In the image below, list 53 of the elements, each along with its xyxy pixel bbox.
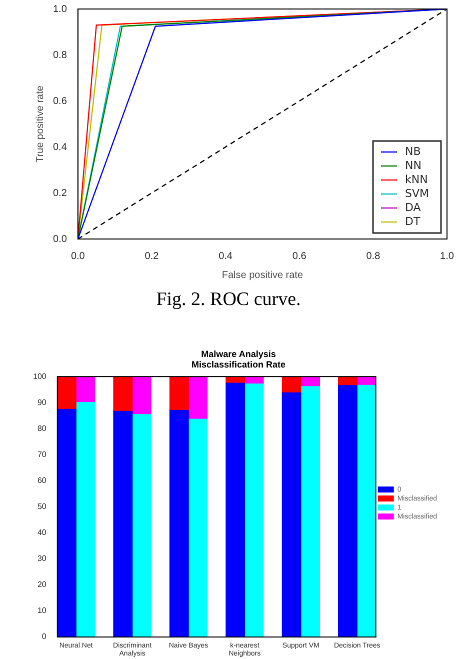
y-tick-label: 80	[37, 424, 47, 433]
chart-title: Malware Analysis	[201, 348, 276, 359]
y-tick-label: 0.6	[52, 96, 68, 107]
x-tick-label: 0.2	[144, 250, 160, 262]
bar	[282, 376, 302, 394]
bar	[113, 376, 133, 412]
y-tick-label: 90	[37, 398, 47, 407]
bar	[132, 376, 152, 415]
bar	[282, 392, 302, 637]
caption: Fig. 2. ROC curve.	[155, 289, 302, 311]
bar	[169, 376, 189, 411]
legend-label: NN	[405, 158, 422, 172]
y-tick-label: 0	[42, 632, 47, 642]
legend-label: SVM	[405, 186, 429, 200]
bar	[226, 382, 246, 637]
y-tick-label: 0.8	[52, 50, 68, 61]
bar	[244, 384, 264, 637]
bar	[57, 376, 76, 410]
chart-subtitle: Misclassification Rate	[191, 360, 286, 370]
bar	[132, 414, 152, 637]
legend-label: NB	[405, 144, 421, 158]
legend-label: kNN	[405, 172, 428, 186]
x-tick-label: 0.6	[292, 250, 307, 262]
bar	[169, 410, 189, 637]
y-tick-label: 40	[37, 528, 47, 538]
y-tick-label: 70	[37, 450, 47, 459]
bar	[356, 384, 376, 637]
y-tick-label: 10	[37, 606, 47, 616]
bar	[76, 402, 96, 637]
y-tick-label: 100	[32, 372, 47, 381]
bar	[188, 418, 208, 637]
legend-label: DA	[405, 200, 422, 214]
legend-label: DT	[405, 214, 420, 228]
x-tick-label: 0.0	[70, 250, 86, 262]
bar	[113, 410, 133, 637]
x-tick-label: 1.0	[440, 250, 454, 262]
bar	[76, 376, 96, 403]
y-tick-label: 0.2	[52, 188, 68, 199]
y-axis-title: True positive rate	[34, 85, 46, 162]
y-tick-label: 0.4	[52, 142, 68, 153]
x-axis-title: False positive rate	[222, 270, 304, 281]
bar	[338, 385, 358, 637]
y-tick-label: 0.0	[52, 234, 68, 245]
y-tick-label: 50	[37, 502, 47, 512]
y-tick-label: 30	[37, 554, 47, 564]
bar	[300, 386, 320, 637]
x-tick-label: 0.4	[218, 250, 233, 262]
y-tick-label: 60	[37, 476, 47, 485]
bar	[188, 376, 208, 420]
y-tick-label: 20	[37, 580, 47, 590]
bar	[57, 408, 76, 637]
x-tick-label: 0.8	[366, 250, 381, 262]
y-tick-label: 1.0	[52, 4, 68, 15]
